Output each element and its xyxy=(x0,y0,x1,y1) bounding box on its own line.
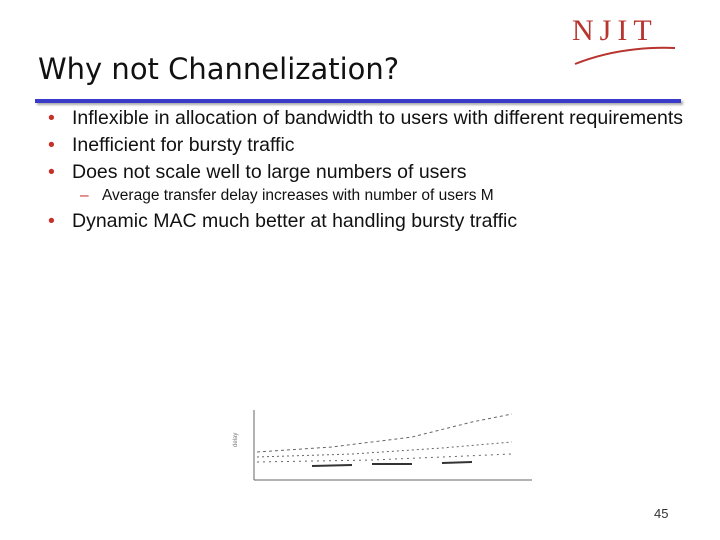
bullet: Does not scale well to large numbers of … xyxy=(48,161,688,206)
title-rule xyxy=(35,99,681,103)
logo-swoosh xyxy=(574,46,676,65)
bullet-text: Does not scale well to large numbers of … xyxy=(72,161,467,183)
bullet: Inflexible in allocation of bandwidth to… xyxy=(48,107,688,130)
bullet: Inefficient for bursty traffic xyxy=(48,134,688,157)
slide-title: Why not Channelization? xyxy=(38,52,400,86)
bullet-list: Inflexible in allocation of bandwidth to… xyxy=(48,108,688,238)
page-number: 45 xyxy=(654,506,669,521)
svg-text:delay: delay xyxy=(233,433,239,447)
logo: NJIT xyxy=(572,14,658,47)
sub-bullet: Average transfer delay increases with nu… xyxy=(72,187,688,205)
bullet-text: Dynamic MAC much better at handling burs… xyxy=(72,210,518,232)
bullet-text: Inflexible in allocation of bandwidth to… xyxy=(72,107,683,129)
bullet: Dynamic MAC much better at handling burs… xyxy=(48,210,688,233)
sub-list: Average transfer delay increases with nu… xyxy=(72,187,688,205)
bullet-text: Inefficient for bursty traffic xyxy=(72,134,295,156)
chart-image: delay xyxy=(233,410,532,481)
